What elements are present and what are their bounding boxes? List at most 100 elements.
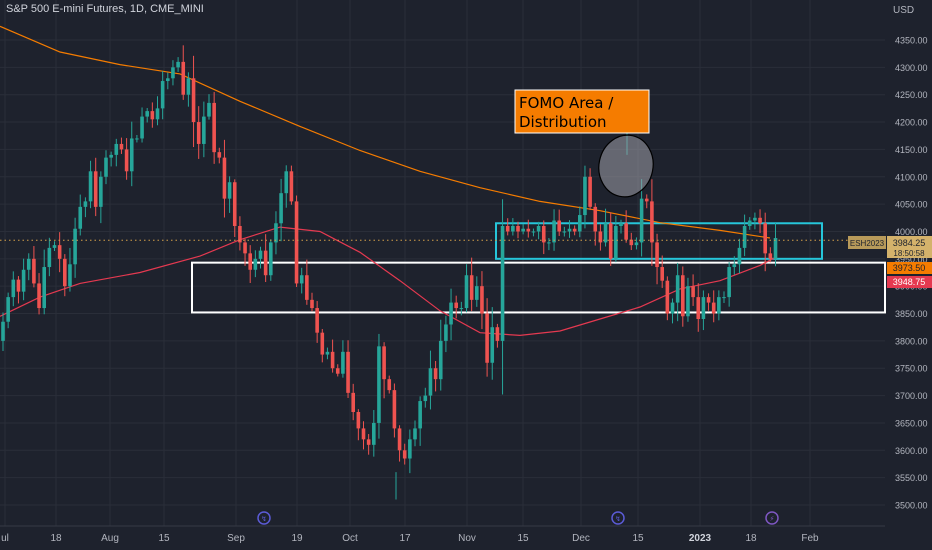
x-tick-label: Aug [101, 533, 119, 544]
x-tick-label: 17 [399, 533, 411, 544]
candle-body [634, 242, 639, 246]
candle-body [660, 267, 664, 281]
candle-body [598, 231, 603, 243]
candle-body [124, 149, 129, 172]
candle-body [500, 226, 505, 341]
candle-body [6, 297, 10, 322]
y-tick-label: 3550.00 [895, 473, 928, 483]
candle-body [160, 81, 165, 109]
level-b-tag: 3948.75 [893, 277, 926, 287]
candle-body [459, 308, 464, 310]
earnings-icon[interactable] [257, 511, 271, 525]
x-tick-label: Sep [227, 533, 245, 544]
annotation-overlay: FOMO Area /Distribution [0, 89, 885, 241]
candle-body [531, 231, 536, 233]
moving-averages [0, 25, 776, 337]
candle-body [438, 340, 443, 380]
chart-title: S&P 500 E-mini Futures, 1D, CME_MINI [6, 3, 204, 15]
y-tick-label: 3850.00 [895, 309, 928, 319]
y-tick-label: 4200.00 [895, 118, 928, 128]
candle-body [742, 226, 747, 248]
symbol-tag-bg [848, 236, 886, 249]
candle-body [21, 269, 26, 292]
candle-body [315, 308, 319, 333]
candle-body [614, 226, 618, 259]
candle-body [47, 247, 52, 268]
candle-body [73, 228, 77, 265]
candle-body [681, 275, 685, 317]
candle-body [768, 253, 773, 259]
candle-body [269, 242, 273, 276]
x-tick-label: 18 [50, 533, 62, 544]
x-tick-label: Oct [342, 533, 358, 544]
y-tick-label: 3650.00 [895, 418, 928, 428]
candle-body [583, 176, 587, 216]
candle-body [289, 171, 294, 202]
price-axis[interactable]: 4350.00 4300.00 4250.00 4200.00 4150.00 4100.… [895, 36, 928, 511]
candle-body [191, 78, 196, 123]
symbol-tag: ESH2023 [850, 239, 885, 248]
candle-body [181, 61, 186, 95]
last-price-tag-bg [887, 236, 932, 258]
candle-body [593, 206, 598, 232]
candle-body [93, 171, 98, 207]
y-tick-label: 3600.00 [895, 446, 928, 456]
time-axis[interactable]: ul 18 Aug 15 Sep 19 Oct 17 Nov 15 Dec 15 2023 18 Feb ↯ ↯… [0, 511, 885, 544]
candle-body [644, 198, 649, 202]
candle-body [521, 228, 525, 232]
candle-body [686, 286, 690, 317]
candle-body [310, 299, 314, 309]
candle-body [104, 157, 108, 177]
candle-body [464, 275, 469, 309]
candle-body [119, 143, 124, 150]
candle-body [16, 279, 21, 292]
last-price-tag: 3984.25 [893, 238, 926, 248]
lightning-icon[interactable] [765, 511, 779, 525]
countdown-tag: 18:50:58 [893, 249, 925, 258]
y-tick-label: 4000.00 [895, 227, 928, 237]
candle-body [495, 327, 500, 341]
level-a-tag: 3973.50 [893, 263, 926, 273]
y-tick-label: 3500.00 [895, 501, 928, 511]
earnings-icon[interactable] [611, 511, 625, 525]
candle-body [675, 275, 680, 303]
candle-body [665, 280, 670, 314]
y-tick-label: 3800.00 [895, 336, 928, 346]
candle-body [222, 157, 227, 199]
candle-body [227, 182, 232, 199]
ma-long-line [0, 25, 771, 239]
candle-body [212, 102, 216, 153]
candle-body [629, 239, 634, 246]
candle-body [449, 302, 453, 325]
candle-body [454, 302, 458, 309]
x-tick-label: 2023 [689, 533, 712, 544]
candle-body [547, 242, 551, 244]
candle-body [727, 267, 731, 298]
candle-body [150, 111, 155, 120]
candle-body [490, 327, 495, 363]
x-tick-label: 15 [158, 533, 170, 544]
candle-body [186, 78, 191, 95]
candle-body [196, 122, 201, 144]
candle-body [305, 275, 309, 300]
level-a-tag-bg [887, 262, 932, 274]
candle-body [351, 392, 355, 412]
candle-body [361, 428, 366, 440]
candle-body [330, 351, 335, 369]
candle-body [475, 286, 479, 300]
fomo-label-line-1: FOMO Area / [519, 94, 614, 112]
candle-body [78, 206, 83, 229]
candle-body [335, 368, 340, 374]
fomo-label-line-2: Distribution [519, 113, 607, 131]
fomo-area-box [495, 222, 823, 260]
y-tick-label: 4150.00 [895, 145, 928, 155]
candle-body [433, 368, 438, 380]
candle-body [26, 258, 31, 270]
candle-body [145, 111, 149, 117]
candle-body [444, 324, 448, 341]
x-tick-label: Feb [801, 533, 819, 544]
candle-body [217, 152, 222, 158]
x-tick-label: ul [1, 533, 9, 544]
